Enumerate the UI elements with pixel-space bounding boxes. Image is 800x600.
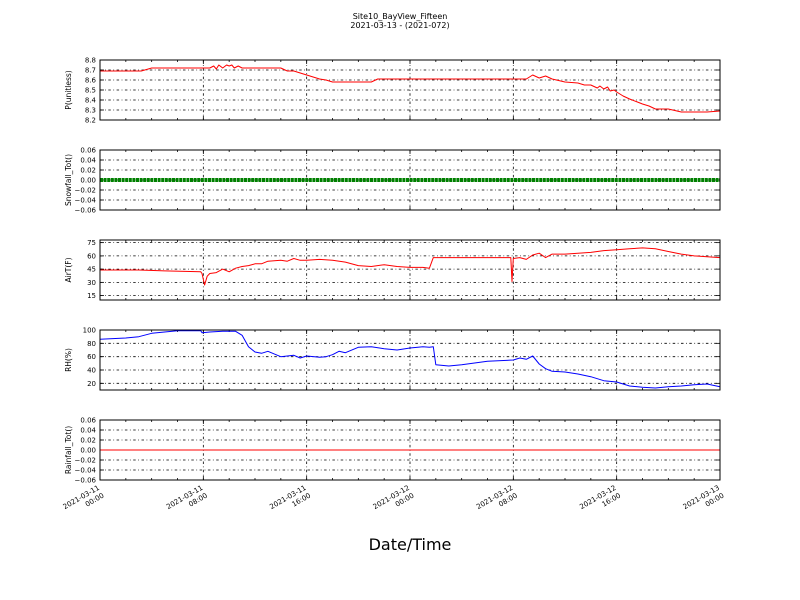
x-tick-label: 2021-03-1300:00 — [682, 484, 726, 519]
y-tick-label: 75 — [87, 239, 96, 247]
y-tick-label: 0.00 — [80, 447, 96, 455]
y-tick-label: 100 — [83, 327, 96, 335]
y-tick-label: −0.02 — [75, 187, 96, 195]
y-tick-label: 15 — [87, 292, 96, 300]
y-tick-label: 0.04 — [80, 157, 96, 165]
x-tick-label: 2021-03-1200:00 — [372, 484, 416, 519]
y-tick-label: 80 — [87, 340, 96, 348]
y-tick-label: −0.06 — [75, 207, 97, 215]
y-tick-label: 45 — [87, 266, 96, 274]
y-tick-label: 8.2 — [85, 117, 96, 125]
chart-title: Site10_BayView_Fifteen — [353, 12, 448, 21]
y-tick-label: −0.06 — [75, 477, 97, 485]
x-axis-label: Date/Time — [369, 535, 452, 554]
y-tick-label: −0.04 — [75, 467, 97, 475]
chart-subtitle: 2021-03-13 - (2021-072) — [350, 21, 449, 30]
y-tick-label: 8.8 — [85, 57, 96, 65]
y-tick-label: 60 — [87, 353, 96, 361]
y-tick-label: 8.5 — [85, 87, 96, 95]
y-tick-label: 8.6 — [85, 77, 97, 85]
axes-frame — [99, 149, 721, 211]
subplot-2: −0.06 −0.04 −0.02 0.00 0.02 0.04 0.06 Snowfall_… — [64, 147, 721, 215]
y-tick-label: 40 — [87, 367, 96, 375]
subplot-4: 20 40 60 80 100 RH(%) — [64, 327, 721, 391]
x-tick-label: 2021-03-1216:00 — [578, 484, 622, 519]
y-axis-label: RH(%) — [64, 348, 73, 372]
y-tick-label: 0.00 — [80, 177, 96, 185]
axes-frame — [99, 329, 721, 391]
y-tick-label: 0.04 — [80, 427, 96, 435]
y-tick-label: 0.06 — [80, 147, 96, 155]
y-tick-label: −0.04 — [75, 197, 97, 205]
y-tick-label: 8.4 — [85, 97, 97, 105]
series-line — [99, 330, 721, 389]
y-tick-label: 8.7 — [85, 67, 96, 75]
y-axis-label: Rainfall_Tot() — [64, 426, 73, 474]
x-tick-labels: 2021-03-1100:00 2021-03-1108:00 2021-03-11… — [62, 484, 726, 519]
y-axis-label: Snowfall_Tot() — [64, 154, 73, 206]
y-tick-label: 0.02 — [80, 437, 96, 445]
y-tick-label: 8.3 — [85, 107, 96, 115]
x-tick-label: 2021-03-1100:00 — [62, 484, 106, 519]
y-tick-label: 30 — [87, 279, 96, 287]
y-tick-label: 20 — [87, 380, 96, 388]
x-tick-label: 2021-03-1208:00 — [475, 484, 519, 519]
subplot-3: 15 30 45 60 75 AirT(F) — [64, 239, 721, 301]
y-tick-label: −0.02 — [75, 457, 96, 465]
y-axis-label: AirT(F) — [64, 257, 73, 282]
subplots: 8.28.38.48.58.68.78.8P(unitless)−0.06−0.… — [64, 57, 721, 485]
series-line — [100, 247, 721, 286]
subplot-5: −0.06 −0.04 −0.02 0.00 0.02 0.04 0.06 Rainfall_… — [64, 417, 721, 485]
y-tick-label: 0.02 — [80, 167, 96, 175]
axes-frame — [99, 419, 721, 481]
y-tick-label: 60 — [87, 252, 96, 260]
x-tick-label: 2021-03-1116:00 — [268, 484, 312, 519]
subplot-1: 8.2 8.3 8.4 8.5 8.6 8.7 8.8 P(unitless) — [64, 57, 721, 125]
axes-frame — [99, 239, 721, 301]
x-tick-label: 2021-03-1108:00 — [165, 484, 209, 519]
series-line — [100, 64, 721, 113]
y-tick-label: 0.06 — [80, 417, 96, 425]
axes-frame — [99, 59, 721, 121]
y-axis-label: P(unitless) — [64, 70, 73, 109]
